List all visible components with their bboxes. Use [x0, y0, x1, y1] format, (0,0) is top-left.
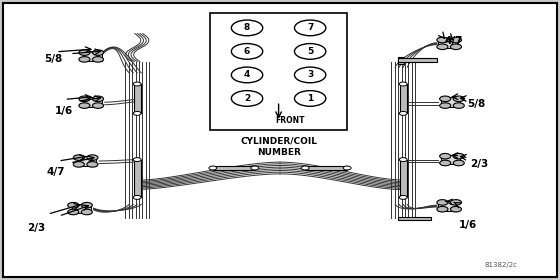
Text: 2: 2	[244, 94, 250, 103]
Circle shape	[453, 103, 464, 108]
Circle shape	[79, 96, 90, 102]
Bar	[134, 84, 141, 113]
Circle shape	[79, 103, 90, 108]
Circle shape	[231, 67, 263, 83]
Text: 4/7: 4/7	[46, 167, 66, 177]
Circle shape	[295, 67, 326, 83]
Circle shape	[92, 96, 104, 102]
Circle shape	[295, 91, 326, 106]
Circle shape	[450, 206, 461, 212]
Text: 4: 4	[244, 71, 250, 80]
Text: 6: 6	[244, 47, 250, 56]
Circle shape	[399, 111, 407, 115]
Circle shape	[231, 44, 263, 59]
Bar	[210, 13, 347, 130]
Circle shape	[209, 166, 217, 170]
Circle shape	[73, 162, 85, 167]
Bar	[441, 155, 460, 164]
Circle shape	[301, 166, 309, 170]
Bar	[438, 201, 458, 211]
Circle shape	[399, 158, 407, 162]
Circle shape	[440, 153, 451, 159]
Bar	[83, 97, 102, 107]
Bar	[83, 51, 102, 61]
Bar	[400, 84, 407, 113]
Text: 5/8: 5/8	[44, 54, 62, 64]
Circle shape	[133, 195, 141, 199]
Text: 1/6: 1/6	[459, 220, 477, 230]
Circle shape	[231, 20, 263, 36]
Bar	[398, 57, 404, 64]
Circle shape	[87, 155, 98, 160]
Circle shape	[133, 82, 141, 86]
Circle shape	[133, 111, 141, 115]
Circle shape	[440, 160, 451, 166]
Circle shape	[79, 57, 90, 62]
Text: 2/3: 2/3	[27, 223, 45, 233]
Circle shape	[92, 57, 104, 62]
Bar	[213, 166, 255, 170]
Bar	[77, 156, 96, 166]
Circle shape	[437, 37, 448, 43]
Circle shape	[437, 200, 448, 205]
Circle shape	[251, 166, 259, 170]
Text: CYLINDER/COIL
NUMBER: CYLINDER/COIL NUMBER	[240, 137, 317, 157]
Circle shape	[440, 103, 451, 108]
Circle shape	[231, 91, 263, 106]
Circle shape	[295, 20, 326, 36]
Text: 8: 8	[244, 24, 250, 32]
Bar	[438, 39, 458, 48]
Circle shape	[81, 202, 92, 208]
Circle shape	[68, 209, 79, 215]
Circle shape	[450, 200, 461, 205]
Circle shape	[343, 166, 351, 170]
Bar	[134, 160, 141, 197]
Circle shape	[81, 209, 92, 215]
Circle shape	[68, 202, 79, 208]
Text: 3: 3	[307, 71, 313, 80]
Bar	[400, 160, 407, 197]
Text: 2/3: 2/3	[470, 159, 488, 169]
Circle shape	[450, 44, 461, 50]
Text: 7: 7	[307, 24, 314, 32]
Circle shape	[399, 195, 407, 199]
Circle shape	[437, 44, 448, 50]
Circle shape	[92, 50, 104, 55]
Bar	[398, 58, 437, 62]
Text: 4/7: 4/7	[444, 36, 463, 46]
Circle shape	[453, 160, 464, 166]
Circle shape	[450, 37, 461, 43]
Bar	[72, 204, 91, 213]
Text: FRONT: FRONT	[275, 116, 305, 125]
Bar	[398, 217, 431, 220]
Circle shape	[453, 96, 464, 102]
Text: 81382/2c: 81382/2c	[485, 262, 517, 268]
Circle shape	[453, 153, 464, 159]
Text: 5/8: 5/8	[467, 99, 485, 109]
Text: 1/6: 1/6	[55, 106, 73, 116]
Text: 5: 5	[307, 47, 313, 56]
Text: 1: 1	[307, 94, 313, 103]
Circle shape	[295, 44, 326, 59]
Circle shape	[73, 155, 85, 160]
Circle shape	[399, 82, 407, 86]
Circle shape	[133, 158, 141, 162]
Circle shape	[79, 50, 90, 55]
Bar	[305, 166, 347, 170]
Bar	[441, 97, 460, 107]
Circle shape	[440, 96, 451, 102]
Circle shape	[87, 162, 98, 167]
Circle shape	[437, 206, 448, 212]
Circle shape	[92, 103, 104, 108]
